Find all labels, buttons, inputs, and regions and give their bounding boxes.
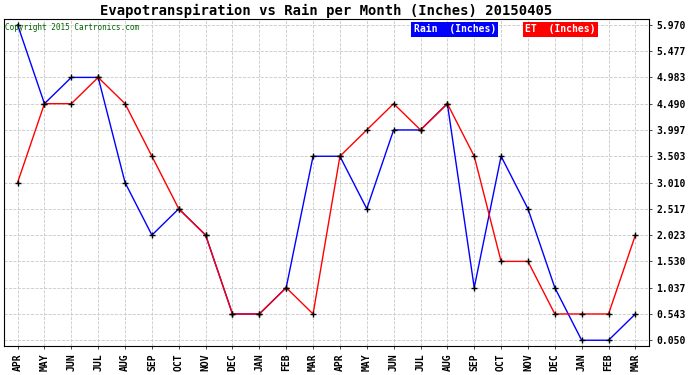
Text: ET  (Inches): ET (Inches) xyxy=(525,24,595,34)
Text: Rain  (Inches): Rain (Inches) xyxy=(413,24,496,34)
Text: Copyright 2015 Cartronics.com: Copyright 2015 Cartronics.com xyxy=(6,23,139,32)
Title: Evapotranspiration vs Rain per Month (Inches) 20150405: Evapotranspiration vs Rain per Month (In… xyxy=(100,4,553,18)
